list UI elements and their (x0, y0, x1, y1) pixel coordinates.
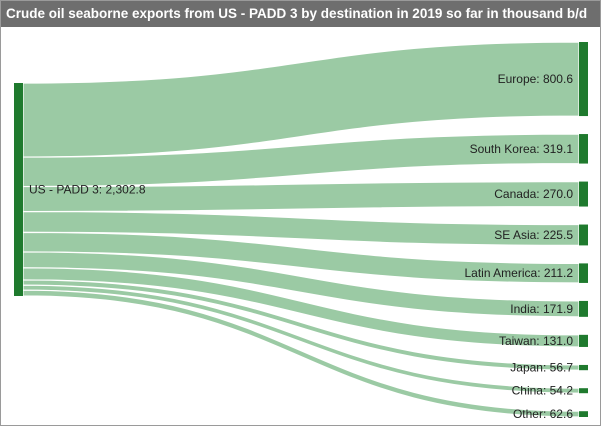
label-india: India: 171.9 (510, 302, 573, 316)
label-source: US - PADD 3: 2,302.8 (29, 183, 146, 197)
label-latin-america: Latin America: 211.2 (464, 266, 573, 280)
link-latin-america (22, 231, 580, 284)
link-india (22, 251, 580, 318)
label-canada: Canada: 270.0 (494, 187, 573, 201)
node-china (579, 388, 588, 394)
node-source (14, 83, 23, 296)
label-se-asia: SE Asia: 225.5 (494, 228, 573, 242)
node-south-korea (579, 134, 588, 164)
node-europe (579, 42, 588, 117)
link-china (22, 284, 580, 394)
chart-title: Crude oil seaborne exports from US - PAD… (1, 1, 600, 27)
node-canada (579, 181, 588, 207)
node-se-asia (579, 224, 588, 246)
link-se-asia (22, 210, 580, 247)
label-china: China: 54.2 (512, 384, 574, 398)
nodes (14, 42, 588, 417)
node-india (579, 300, 588, 317)
node-japan (579, 364, 588, 371)
link-canada (22, 180, 580, 213)
label-taiwan: Taiwan: 131.0 (499, 334, 573, 348)
node-latin-america (579, 263, 588, 283)
link-taiwan (22, 267, 580, 348)
flow-links (22, 41, 580, 418)
label-other: Other: 62.6 (513, 407, 573, 421)
label-europe: Europe: 800.6 (498, 72, 574, 86)
node-other (579, 411, 588, 417)
label-south-korea: South Korea: 319.1 (470, 142, 574, 156)
label-japan: Japan: 56.7 (510, 361, 573, 375)
labels: Europe: 800.6 South Korea: 319.1 Canada: 2… (29, 72, 573, 421)
node-taiwan (579, 334, 588, 347)
link-south-korea (22, 133, 580, 188)
